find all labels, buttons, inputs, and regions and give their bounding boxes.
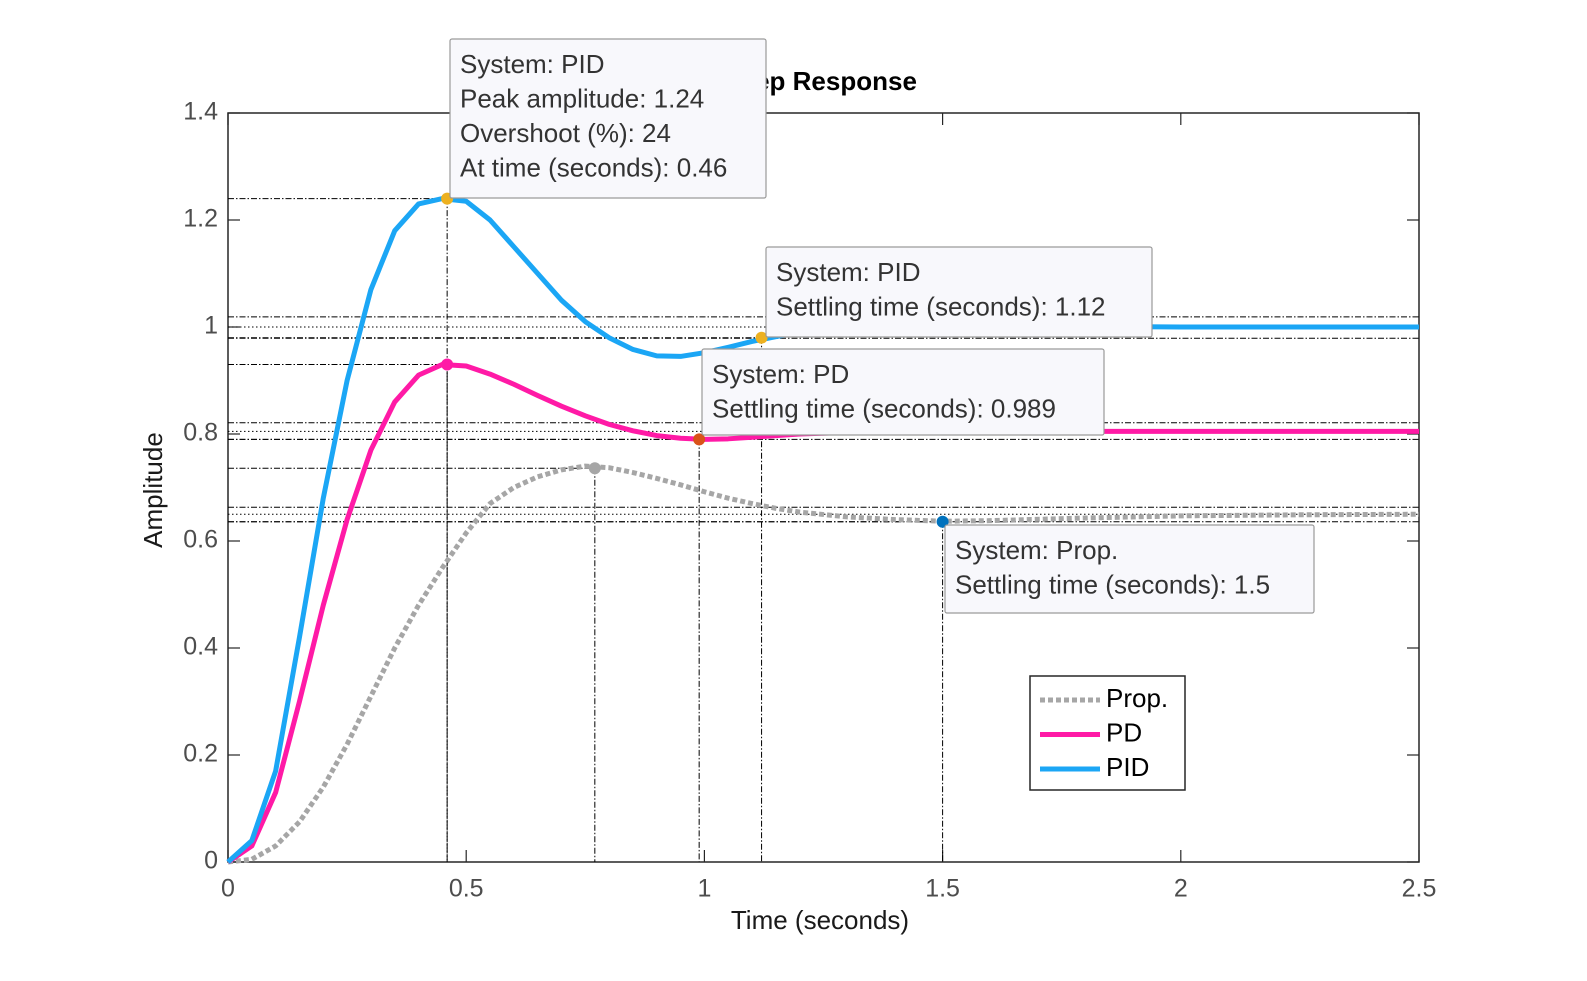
- datatip-text: System: Prop.: [955, 535, 1118, 565]
- plot-area: [227, 112, 1420, 863]
- datatip: System: PD Settling time (seconds): 0.989: [701, 348, 1105, 436]
- x-tick-label: 1.5: [925, 875, 960, 903]
- data-marker: [755, 331, 768, 344]
- y-axis-label: Amplitude: [138, 432, 168, 548]
- legend-label: PID: [1106, 752, 1149, 782]
- y-tick-label: 0.2: [183, 740, 218, 768]
- x-tick-label: 2.5: [1402, 875, 1437, 903]
- datatip-box: [449, 38, 767, 199]
- datatip-text: Settling time (seconds): 1.12: [776, 291, 1106, 321]
- legend-label: Prop.: [1106, 683, 1168, 713]
- datatip-text: Overshoot (%): 24: [460, 118, 671, 148]
- x-tick-label: 0: [221, 875, 235, 903]
- datatip-text: At time (seconds): 0.46: [460, 152, 727, 182]
- y-tick-label: 0.6: [183, 526, 218, 554]
- y-tick-label: 0.8: [183, 419, 218, 447]
- datatip: System: PID Peak amplitude: 1.24 Overshoot…: [449, 38, 767, 199]
- y-tick-label: 1: [204, 312, 218, 340]
- legend: Prop. PD PID: [1029, 675, 1186, 791]
- datatip: System: PID Settling time (seconds): 1.12: [765, 246, 1153, 338]
- datatip-text: System: PID: [776, 257, 920, 287]
- x-tick-label: 1: [697, 875, 711, 903]
- datatip-text: Settling time (seconds): 1.5: [955, 569, 1270, 599]
- data-marker: [693, 433, 706, 446]
- datatip-text: System: PD: [712, 359, 849, 389]
- series-line: [227, 463, 1420, 865]
- datatip-text: Settling time (seconds): 0.989: [712, 393, 1056, 423]
- datatip-box: [765, 246, 1153, 338]
- data-marker: [441, 358, 454, 371]
- x-axis-label: Time (seconds): [731, 905, 909, 935]
- data-marker: [588, 462, 601, 475]
- x-tick-label: 0.5: [449, 875, 484, 903]
- y-tick-label: 0: [204, 847, 218, 875]
- datatip-box: [701, 348, 1105, 436]
- datatip-text: Peak amplitude: 1.24: [460, 83, 704, 113]
- datatip: System: Prop. Settling time (seconds): 1.…: [944, 524, 1315, 614]
- datatip-text: System: PID: [460, 49, 604, 79]
- y-tick-label: 0.4: [183, 633, 218, 661]
- x-tick-label: 2: [1174, 875, 1188, 903]
- datatip-box: [944, 524, 1315, 614]
- legend-label: PD: [1106, 717, 1142, 747]
- y-tick-label: 1.4: [183, 98, 218, 126]
- y-tick-label: 1.2: [183, 205, 218, 233]
